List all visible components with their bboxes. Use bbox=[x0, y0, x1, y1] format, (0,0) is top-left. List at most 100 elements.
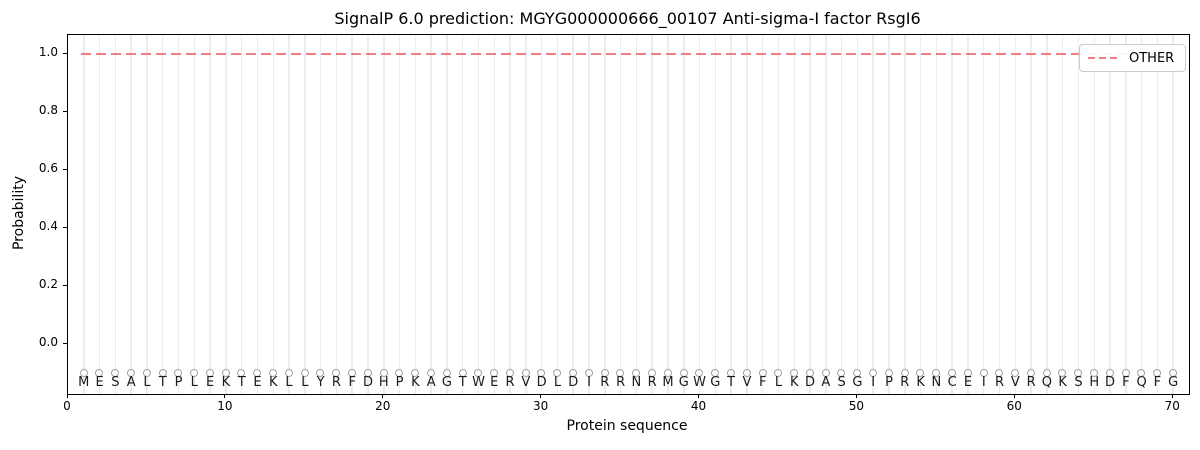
residue-marker-circle bbox=[821, 368, 830, 377]
residue-letter: Y bbox=[316, 375, 325, 390]
gridline bbox=[967, 35, 969, 394]
residue-letter: L bbox=[301, 375, 309, 390]
residue-letter: K bbox=[790, 375, 799, 390]
residue-marker-circle bbox=[726, 368, 735, 377]
residue-marker-circle bbox=[869, 368, 878, 377]
gridline bbox=[572, 35, 574, 394]
gridline bbox=[209, 35, 211, 394]
residue-marker-circle bbox=[1121, 368, 1130, 377]
residue-marker-circle bbox=[1074, 368, 1083, 377]
gridline bbox=[730, 35, 732, 394]
residue-letter: F bbox=[348, 375, 356, 390]
gridline bbox=[177, 35, 180, 394]
x-tick-label: 40 bbox=[690, 399, 707, 413]
residue-marker-circle bbox=[584, 368, 593, 377]
residue-marker-circle bbox=[142, 368, 151, 377]
residue-letter: S bbox=[111, 375, 120, 390]
y-tick-label: 0.2 bbox=[38, 277, 58, 291]
gridline bbox=[1140, 35, 1143, 394]
gridline bbox=[683, 35, 685, 394]
residue-letter: R bbox=[647, 375, 657, 390]
gridline bbox=[288, 35, 290, 394]
residue-letter: G bbox=[1168, 375, 1179, 390]
residue-letter: I bbox=[871, 375, 876, 390]
residue-marker-circle bbox=[569, 368, 578, 377]
residue-marker-circle bbox=[1011, 368, 1020, 377]
y-tick-mark bbox=[63, 284, 67, 286]
residue-marker-circle bbox=[126, 368, 135, 377]
gridline bbox=[809, 35, 811, 394]
gridline bbox=[319, 35, 322, 394]
residue-marker-circle bbox=[190, 368, 199, 377]
residue-letter: R bbox=[995, 375, 1005, 390]
residue-letter: R bbox=[900, 375, 910, 390]
residue-marker-circle bbox=[1042, 368, 1051, 377]
residue-letter: I bbox=[981, 375, 986, 390]
gridline bbox=[951, 35, 953, 394]
residue-letter: K bbox=[411, 375, 420, 390]
gridline bbox=[904, 35, 906, 394]
residue-marker-circle bbox=[253, 368, 262, 377]
gridline bbox=[1109, 35, 1111, 394]
x-tick-mark bbox=[382, 394, 384, 398]
gridline bbox=[856, 35, 859, 394]
gridline bbox=[1077, 35, 1080, 394]
gridline bbox=[225, 35, 227, 394]
residue-marker-circle bbox=[900, 368, 909, 377]
residue-letter: W bbox=[472, 375, 485, 390]
residue-marker-circle bbox=[269, 368, 278, 377]
gridline bbox=[509, 35, 511, 394]
residue-letter: D bbox=[1105, 375, 1116, 390]
residue-marker-circle bbox=[853, 368, 862, 377]
x-tick-mark bbox=[224, 394, 226, 398]
y-tick-label: 0.4 bbox=[38, 219, 58, 233]
y-axis-label: Probability bbox=[11, 176, 27, 251]
x-tick-mark bbox=[1171, 394, 1173, 398]
residue-letter: M bbox=[78, 375, 90, 390]
gridline bbox=[540, 35, 543, 394]
gridline bbox=[714, 35, 717, 394]
residue-letter: V bbox=[742, 375, 752, 390]
gridline bbox=[1172, 35, 1174, 394]
gridline bbox=[493, 35, 496, 394]
residue-marker-circle bbox=[395, 368, 404, 377]
residue-marker-circle bbox=[237, 368, 246, 377]
residue-marker-circle bbox=[679, 368, 688, 377]
residue-marker-circle bbox=[158, 368, 167, 377]
residue-letter: N bbox=[631, 375, 642, 390]
residue-marker-circle bbox=[442, 368, 451, 377]
gridline bbox=[604, 35, 606, 394]
x-tick-mark bbox=[698, 394, 700, 398]
residue-letter: Q bbox=[1041, 375, 1052, 390]
x-tick-label: 20 bbox=[375, 399, 391, 413]
residue-letter: R bbox=[505, 375, 515, 390]
gridline bbox=[888, 35, 890, 394]
residue-letter: D bbox=[568, 375, 579, 390]
gridline bbox=[746, 35, 748, 394]
gridline bbox=[1030, 35, 1032, 394]
residue-marker-circle bbox=[111, 368, 120, 377]
residue-letter: G bbox=[710, 375, 721, 390]
residue-letter: N bbox=[931, 375, 942, 390]
residue-marker-circle bbox=[1026, 368, 1035, 377]
x-tick-label: 10 bbox=[217, 399, 233, 413]
residue-marker-circle bbox=[79, 368, 88, 377]
residue-marker-circle bbox=[174, 368, 183, 377]
gridline bbox=[114, 35, 117, 394]
legend-dashed-line-sample bbox=[1088, 57, 1120, 59]
residue-marker-circle bbox=[979, 368, 988, 377]
y-tick-mark bbox=[63, 226, 67, 228]
residue-letter: H bbox=[1089, 375, 1100, 390]
gridline bbox=[840, 35, 843, 394]
residue-letter: L bbox=[553, 375, 562, 390]
residue-letter: F bbox=[1122, 375, 1130, 390]
residue-letter: D bbox=[536, 375, 547, 390]
residue-marker-circle bbox=[647, 368, 656, 377]
residue-marker-circle bbox=[347, 368, 356, 377]
legend: OTHER bbox=[1079, 44, 1186, 72]
residue-marker-circle bbox=[1153, 368, 1162, 377]
gridline bbox=[1014, 35, 1017, 394]
residue-marker-circle bbox=[537, 368, 546, 377]
gridline bbox=[383, 35, 385, 394]
